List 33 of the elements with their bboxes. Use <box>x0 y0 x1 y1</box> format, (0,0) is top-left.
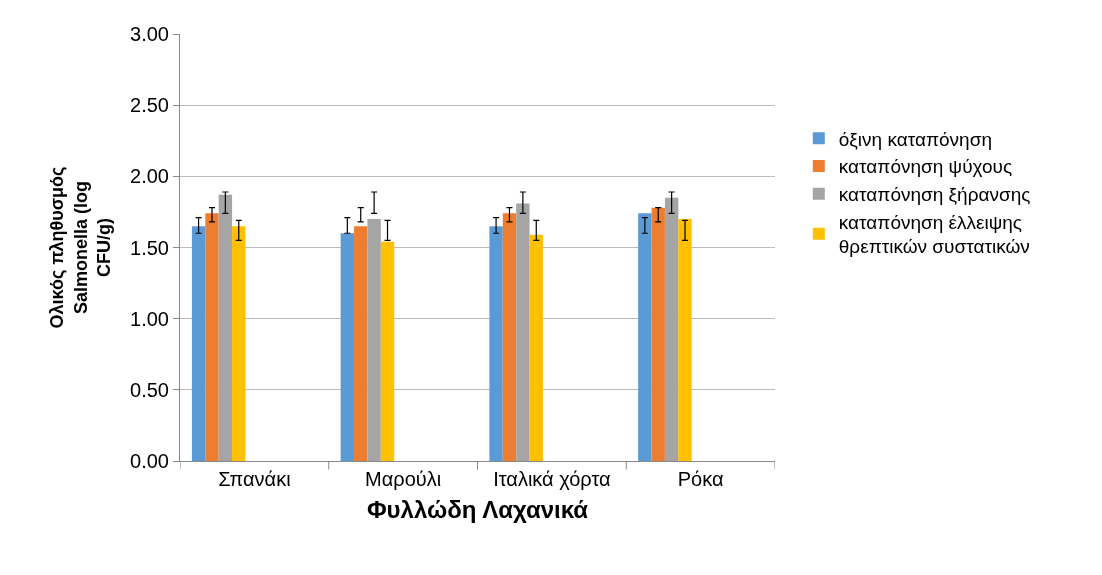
y-tick-label: 1.50 <box>130 236 169 259</box>
legend-label: καταπόνηση ξήρανσης <box>838 184 1031 206</box>
bar <box>218 194 233 461</box>
bar <box>651 207 665 461</box>
y-tick-label: 2.50 <box>130 94 169 117</box>
bar <box>664 197 679 461</box>
bar <box>232 226 246 461</box>
bar <box>367 219 381 461</box>
bar <box>380 241 395 461</box>
bar <box>529 234 543 461</box>
y-tick-label: 1.00 <box>130 307 169 330</box>
bar <box>516 203 530 461</box>
bar <box>638 213 652 461</box>
y-axis-title: Ολικός πληθυσμός Salmonella (log CFU/g) <box>47 166 115 329</box>
x-tick-label: Ρόκα <box>677 468 724 490</box>
legend-label: καταπόνηση έλλειψης θρεπτικών συστατικών <box>838 211 1030 258</box>
bar <box>502 213 517 461</box>
legend-label: καταπόνηση ψύχους <box>838 156 1013 178</box>
y-tick-label: 2.00 <box>130 165 169 188</box>
y-tick-label: 3.00 <box>130 23 169 45</box>
bar <box>489 226 503 461</box>
y-tick-label: 0.50 <box>130 378 169 401</box>
bar <box>354 226 368 461</box>
bar <box>678 219 692 461</box>
x-tick-label: Μαρούλι <box>365 468 442 490</box>
legend-label: όξινη καταπόνηση <box>838 128 992 150</box>
y-tick-label: 0.00 <box>130 450 169 472</box>
x-axis-title: Φυλλώδη Λαχανικά <box>366 496 589 524</box>
bar <box>205 213 219 461</box>
x-tick-label: Σπανάκι <box>218 468 291 490</box>
bar <box>340 233 355 461</box>
x-tick-label: Ιταλικά χόρτα <box>493 468 611 490</box>
bar <box>191 226 206 461</box>
